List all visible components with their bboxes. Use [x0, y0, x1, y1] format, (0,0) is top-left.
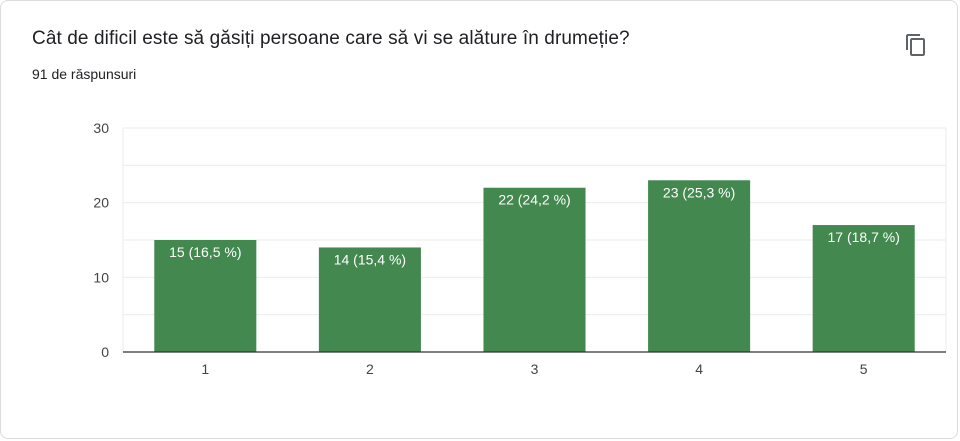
- bar: [154, 240, 257, 352]
- question-title: Cât de dificil este să găsiți persoane c…: [32, 28, 630, 49]
- y-tick-label: 0: [101, 344, 109, 360]
- bar-data-label: 23 (25,3 %): [663, 184, 735, 200]
- bar: [483, 187, 586, 352]
- x-tick-label: 1: [201, 361, 209, 377]
- bar-data-label: 15 (16,5 %): [169, 244, 241, 260]
- bar-data-label: 14 (15,4 %): [334, 251, 406, 267]
- x-tick-label: 2: [366, 361, 374, 377]
- x-tick-label: 3: [531, 361, 539, 377]
- bar-data-label: 17 (18,7 %): [828, 229, 900, 245]
- bar: [812, 225, 915, 352]
- copy-icon: [906, 34, 925, 56]
- bar: [318, 247, 421, 352]
- responses-count: 91 de răspunsuri: [32, 66, 137, 82]
- bar: [648, 180, 751, 352]
- x-tick-label: 5: [860, 361, 868, 377]
- y-tick-label: 20: [93, 195, 109, 211]
- y-tick-label: 30: [93, 120, 109, 136]
- y-tick-label: 10: [93, 269, 109, 285]
- x-tick-label: 4: [695, 361, 703, 377]
- bar-data-label: 22 (24,2 %): [498, 192, 570, 208]
- copy-chart-button[interactable]: [899, 28, 933, 62]
